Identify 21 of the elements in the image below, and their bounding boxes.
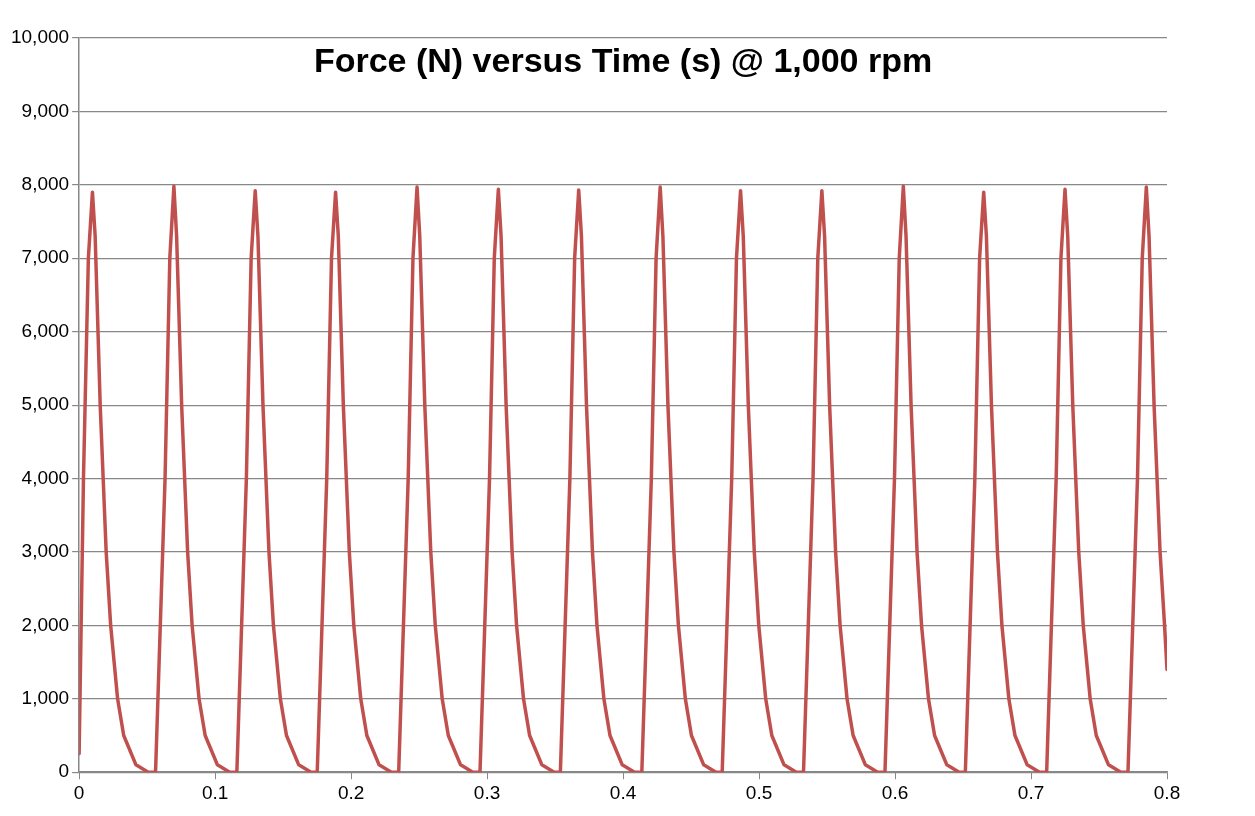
x-tick-label: 0.2 — [337, 781, 365, 803]
y-tick-label: 5,000 — [21, 393, 70, 415]
y-tick-label: 9,000 — [21, 99, 70, 121]
x-tick-label: 0.5 — [745, 781, 773, 803]
y-tick-label: 4,000 — [21, 466, 70, 488]
y-tick-label: 6,000 — [21, 319, 70, 341]
y-tick-label: 2,000 — [21, 613, 70, 635]
x-tick-label: 0.3 — [473, 781, 501, 803]
chart-title: Force (N) versus Time (s) @ 1,000 rpm — [313, 41, 933, 80]
y-tick-label: 8,000 — [21, 173, 70, 195]
x-tick-label: 0.4 — [609, 781, 637, 803]
x-tick-label: 0.1 — [201, 781, 229, 803]
y-tick-label: 0 — [58, 760, 70, 782]
y-tick-label: 10,000 — [10, 26, 70, 48]
y-tick-label: 3,000 — [21, 540, 70, 562]
x-tick-label: 0.8 — [1153, 781, 1181, 803]
x-tick-label: 0.7 — [1017, 781, 1045, 803]
y-tick-label: 7,000 — [21, 246, 70, 268]
y-tick-label: 1,000 — [21, 687, 70, 709]
x-tick-label: 0 — [73, 781, 85, 803]
x-tick-label: 0.6 — [881, 781, 909, 803]
